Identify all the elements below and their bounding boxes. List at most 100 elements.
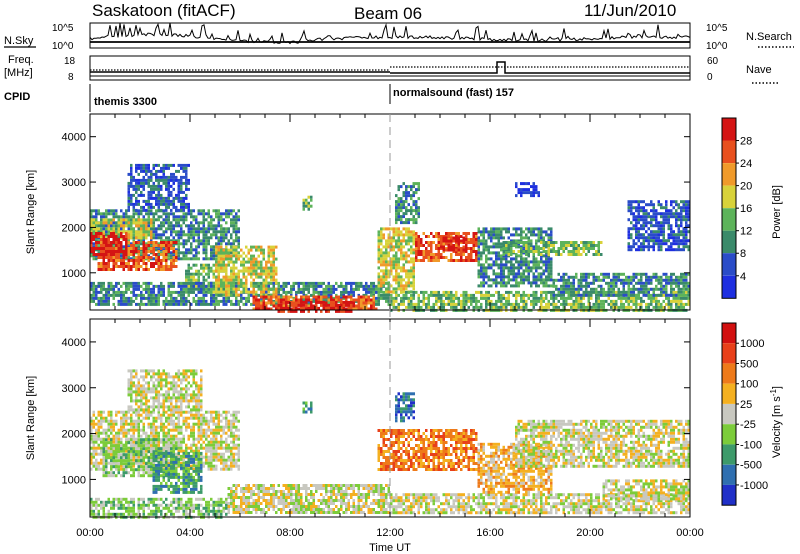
heatmap-cell <box>435 293 438 297</box>
heatmap-cell <box>400 221 403 225</box>
heatmap-cell <box>235 293 238 297</box>
heatmap-cell <box>497 305 500 309</box>
heatmap-cell <box>625 299 628 303</box>
heatmap-cell <box>542 244 545 247</box>
heatmap-cell <box>140 242 143 246</box>
heatmap-cell <box>127 205 130 209</box>
heatmap-cell <box>250 269 253 273</box>
heatmap-cell <box>135 187 138 191</box>
heatmap-cell <box>182 202 185 206</box>
heatmap-cell <box>522 260 525 264</box>
heatmap-cell <box>262 287 265 291</box>
heatmap-cell <box>102 218 105 222</box>
heatmap-cell <box>527 260 530 264</box>
heatmap-cell <box>512 284 515 288</box>
heatmap-cell <box>235 251 238 255</box>
heatmap-cell <box>637 296 640 300</box>
heatmap-cell <box>270 251 273 255</box>
heatmap-cell <box>647 278 650 282</box>
heatmap-cell <box>145 302 148 306</box>
heatmap-cell <box>635 281 638 285</box>
heatmap-cell <box>90 215 93 219</box>
heatmap-cell <box>290 300 293 304</box>
heatmap-cell <box>335 300 338 304</box>
heatmap-cell <box>495 230 498 234</box>
heatmap-cell <box>487 302 490 306</box>
heatmap-cell <box>582 296 585 300</box>
heatmap-cell <box>617 275 620 279</box>
heatmap-cell <box>462 305 465 309</box>
heatmap-cell <box>555 284 558 288</box>
heatmap-cell <box>617 296 620 300</box>
heatmap-cell <box>272 304 275 308</box>
heatmap-cell <box>652 299 655 303</box>
heatmap-cell <box>430 305 433 309</box>
heatmap-cell <box>132 293 135 297</box>
heatmap-cell <box>205 251 208 255</box>
heatmap-cell <box>270 254 273 258</box>
heatmap-cell <box>555 241 558 244</box>
heatmap-cell <box>130 296 133 300</box>
heatmap-cell <box>157 259 160 262</box>
heatmap-cell <box>247 266 250 270</box>
heatmap-cell <box>92 227 95 231</box>
heatmap-cell <box>202 293 205 297</box>
heatmap-cell <box>610 293 613 297</box>
heatmap-cell <box>377 281 380 285</box>
heatmap-cell <box>255 272 258 276</box>
heatmap-cell <box>242 263 245 267</box>
heatmap-cell <box>202 287 205 291</box>
heatmap-cell <box>492 278 495 282</box>
heatmap-cell <box>490 305 493 309</box>
heatmap-cell <box>185 248 188 252</box>
heatmap-cell <box>525 233 528 237</box>
heatmap-cell <box>115 224 118 228</box>
heatmap-cell <box>477 248 480 252</box>
heatmap-cell <box>140 230 143 234</box>
heatmap-cell <box>187 257 190 261</box>
heatmap-cell <box>192 287 195 291</box>
heatmap-cell <box>522 257 525 261</box>
heatmap-cell <box>627 284 630 288</box>
heatmap-cell <box>170 163 173 167</box>
heatmap-cell <box>180 293 183 297</box>
heatmap-cell <box>355 287 358 291</box>
heatmap-cell <box>580 293 583 297</box>
heatmap-cell <box>565 272 568 276</box>
heatmap-cell <box>505 275 508 279</box>
heatmap-cell <box>95 257 98 261</box>
heatmap-cell <box>265 260 268 264</box>
heatmap-cell <box>242 260 245 264</box>
heatmap-cell <box>115 281 118 285</box>
heatmap-cell <box>510 302 513 306</box>
heatmap-cell <box>135 241 138 244</box>
heatmap-cell <box>472 235 475 238</box>
heatmap-cell <box>595 287 598 291</box>
heatmap-cell <box>630 209 633 213</box>
heatmap-cell <box>160 187 163 191</box>
heatmap-cell <box>120 259 123 262</box>
heatmap-cell <box>535 290 538 294</box>
heatmap-cell <box>532 263 535 267</box>
heatmap-cell <box>492 236 495 240</box>
heatmap-cell <box>430 244 433 247</box>
heatmap-cell <box>630 212 633 216</box>
heatmap-cell <box>167 221 170 225</box>
heatmap-cell <box>305 298 308 302</box>
heatmap-cell <box>235 275 238 279</box>
heatmap-cell <box>165 241 168 244</box>
heatmap-cell <box>350 295 353 299</box>
heatmap-cell <box>200 212 203 216</box>
heatmap-cell <box>315 287 318 291</box>
heatmap-cell <box>400 200 403 204</box>
heatmap-cell <box>182 293 185 297</box>
heatmap-cell <box>390 239 393 243</box>
heatmap-cell <box>230 248 233 252</box>
heatmap-cell <box>130 166 133 170</box>
heatmap-cell <box>127 253 130 256</box>
heatmap-cell <box>260 272 263 276</box>
heatmap-cell <box>227 260 230 264</box>
heatmap-cell <box>210 215 213 219</box>
heatmap-cell <box>392 239 395 243</box>
heatmap-cell <box>550 266 553 270</box>
